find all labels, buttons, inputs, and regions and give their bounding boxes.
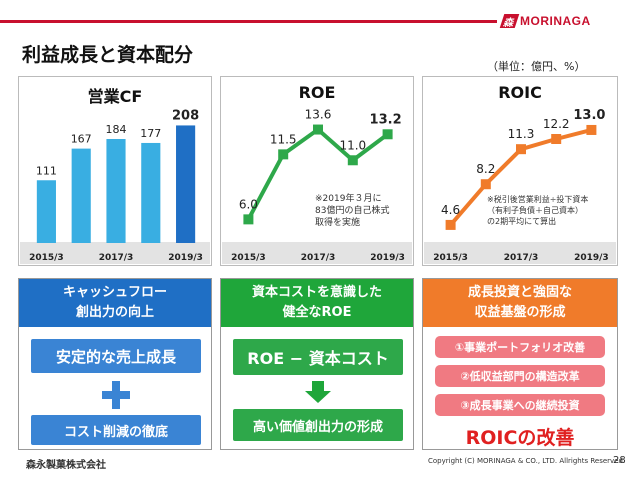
growth-investment-label: ③成長事業への継続投資 (435, 394, 605, 416)
x-tick-label: 2017/3 (504, 253, 539, 263)
chart-panel-operating-cf: 2015/3 2017/3 2019/3 111 167 184 177 208 営業CF (18, 76, 212, 266)
bar-value-label: 167 (71, 133, 92, 146)
data-point (313, 124, 323, 135)
cashflow-box-header: キャッシュフロー 創出力の向上 (19, 279, 211, 327)
chart-title-roic: ROIC (498, 83, 542, 102)
cashflow-head-line: キャッシュフロー (62, 285, 167, 300)
down-arrow-icon (305, 381, 331, 403)
point-value-label: 6.0 (239, 197, 258, 211)
point-value-label: 11.3 (508, 127, 535, 141)
point-value-label: 11.5 (270, 132, 297, 146)
bar-value-label: 111 (36, 164, 57, 177)
footer-copyright: Copyright (C) MORINAGA & CO., LTD. Allri… (428, 457, 626, 465)
stable-sales-growth-label: 安定的な売上成長 (31, 339, 201, 373)
cost-reduction-label: コスト削減の徹底 (31, 415, 201, 445)
growth-box: 成長投資と強固な 収益基盤の形成 ①事業ポートフォリオ改善 ②低収益部門の構造改… (422, 278, 618, 450)
capital-head-line: 資本コストを意識した (251, 285, 382, 300)
unit-label: （単位：億円、%） (487, 60, 586, 73)
bar (141, 142, 161, 243)
point-value-label: 4.6 (441, 203, 460, 217)
logo-text: MORINAGA (520, 14, 591, 28)
operating-cf-chart: 2015/3 2017/3 2019/3 111 167 184 177 208 (29, 108, 203, 263)
data-point (516, 144, 526, 155)
chart-title-roe: ROE (298, 83, 336, 102)
cashflow-head-line: 創出力の向上 (75, 305, 154, 320)
data-point (382, 129, 393, 140)
cashflow-box: キャッシュフロー 創出力の向上 安定的な売上成長 コスト削減の徹底 (18, 278, 212, 450)
point-value-label: 13.6 (305, 108, 332, 122)
x-tick-label: 2015/3 (29, 253, 64, 263)
page-number: 28 (613, 455, 626, 466)
roe-note-line: 83億円の自己株式 (315, 206, 390, 216)
plus-icon (102, 381, 130, 409)
company-logo: 森 MORINAGA (499, 11, 591, 31)
data-point (347, 155, 358, 166)
data-point (243, 214, 254, 225)
x-tick-label: 2019/3 (168, 253, 203, 263)
x-tick-label: 2019/3 (370, 253, 405, 263)
roe-note-line: ※2019年３月に (315, 194, 382, 204)
roic-chart: 2015/3 2017/3 2019/3 4.6 8.2 11.3 12.213.0 (433, 108, 609, 263)
logo-mark-icon: 森 (499, 14, 520, 29)
x-tick-label: 2017/3 (301, 253, 336, 263)
bar (36, 180, 56, 243)
bar (106, 139, 126, 243)
data-point (445, 219, 456, 230)
point-value-label: 8.2 (476, 162, 495, 176)
data-point (551, 134, 562, 144)
data-point (480, 179, 491, 190)
bar-value-label: 184 (106, 123, 127, 136)
value-creation-label: 高い価値創出力の形成 (233, 409, 403, 441)
chart-panel-roe: 2015/3 2017/3 2019/3 6.0 11.5 13.6 11.0 13.2 RO… (220, 76, 414, 266)
restructuring-label: ②低収益部門の構造改革 (435, 365, 605, 387)
roe-minus-cost-label: ROE − 資本コスト (233, 339, 403, 375)
x-tick-label: 2015/3 (231, 253, 266, 263)
growth-head-line: 収益基盤の形成 (474, 305, 566, 320)
roic-note-line: の2期平均にて算出 (487, 217, 557, 226)
page-title: 利益成長と資本配分 (22, 44, 194, 66)
growth-head-line: 成長投資と強固な (467, 285, 572, 300)
point-value-label: 12.2 (543, 117, 570, 131)
capital-box: 資本コストを意識した 健全なROE ROE − 資本コスト 高い価値創出力の形成 (220, 278, 414, 450)
chart-panel-roic: 2015/3 2017/3 2019/3 4.6 8.2 11.3 12.2 13.0 ROI… (422, 76, 618, 266)
roic-improvement-label: ROICの改善 (465, 427, 575, 449)
capital-box-header: 資本コストを意識した 健全なROE (221, 279, 413, 327)
point-value-label: 13.2 (370, 112, 402, 127)
header-rule (0, 20, 497, 23)
x-tick-label: 2015/3 (433, 253, 468, 263)
bar-value-label: 208 (172, 108, 199, 123)
data-point (586, 124, 597, 135)
x-axis-band (424, 242, 616, 264)
point-value-label: 11.0 (339, 138, 366, 152)
footer-company: 森永製菓株式会社 (26, 460, 106, 471)
roic-note-line: ※税引後営業利益÷投下資本 (487, 195, 589, 204)
chart-title-operating-cf: 営業CF (87, 87, 143, 106)
roic-note-line: （有利子負債＋自己資本） (487, 206, 583, 215)
portfolio-improvement-label: ①事業ポートフォリオ改善 (435, 336, 605, 358)
roe-chart: 2015/3 2017/3 2019/3 6.0 11.5 13.6 11.0 13.2 (231, 108, 405, 263)
x-axis-band (20, 242, 210, 264)
point-value-label: 13.0 (573, 108, 605, 123)
x-tick-label: 2017/3 (99, 253, 134, 263)
header-bar: 森 MORINAGA (0, 0, 640, 30)
roe-note-line: 取得を実施 (315, 218, 361, 228)
bar-value-label: 177 (140, 127, 161, 140)
bar (71, 148, 91, 243)
data-point (278, 149, 289, 160)
growth-box-header: 成長投資と強固な 収益基盤の形成 (423, 279, 617, 327)
roe-note: ※2019年３月に 83億円の自己株式 取得を実施 (315, 193, 389, 229)
roic-note: ※税引後営業利益÷投下資本 （有利子負債＋自己資本） の2期平均にて算出 (487, 194, 588, 227)
x-tick-label: 2019/3 (574, 253, 609, 263)
bar (176, 125, 196, 243)
capital-head-line: 健全なROE (282, 305, 352, 320)
x-axis-band (222, 242, 412, 264)
